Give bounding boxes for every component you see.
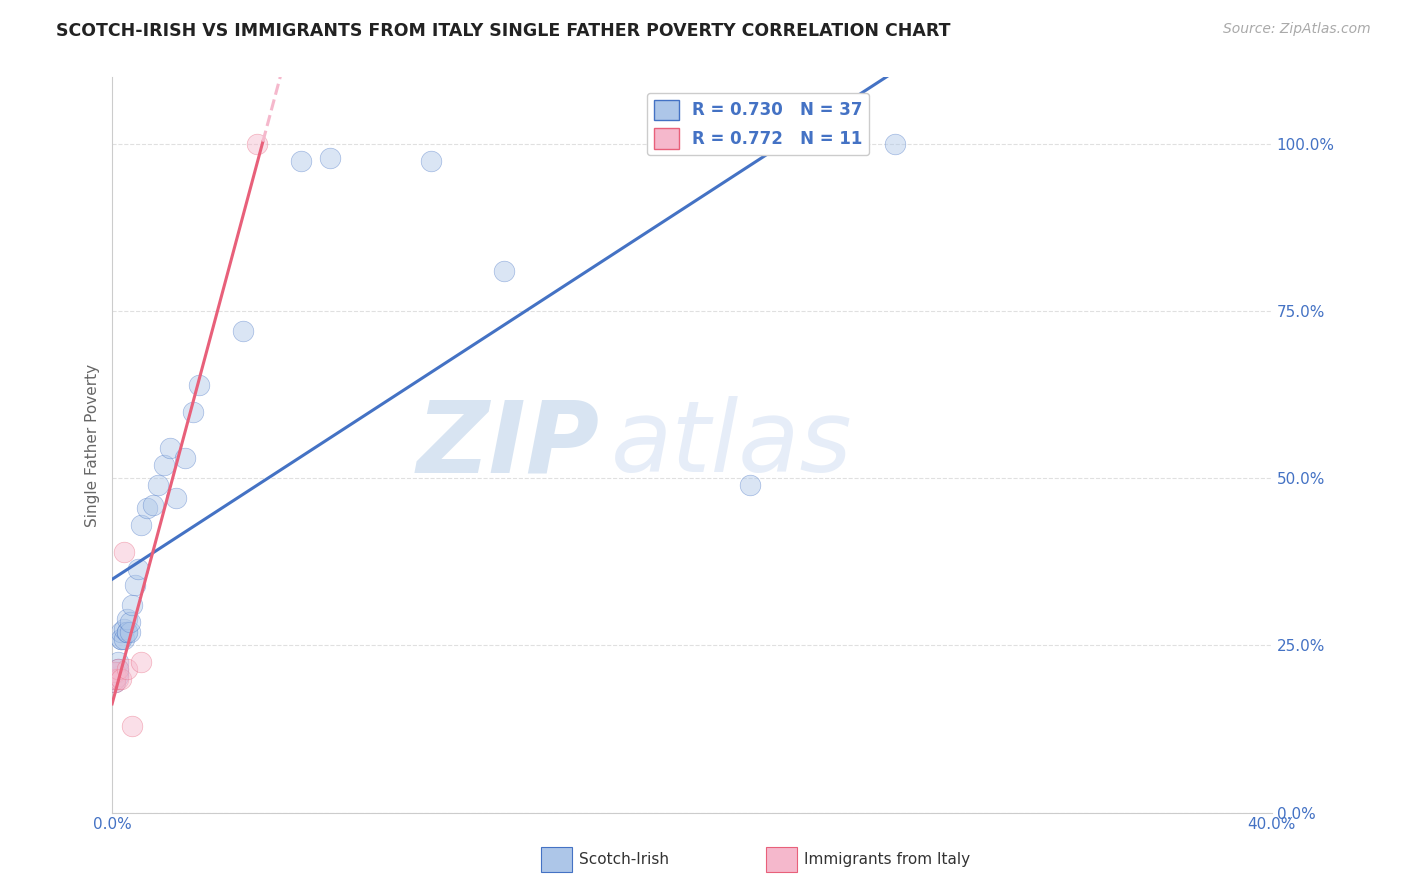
Point (318, 151, 340, 165)
Text: Immigrants from Italy: Immigrants from Italy (804, 853, 970, 867)
Point (112, 622, 135, 636)
Point (290, 153, 312, 168)
Point (112, 632, 135, 646)
Text: Scotch-Irish: Scotch-Irish (579, 853, 669, 867)
Point (129, 518, 152, 533)
Point (104, 665, 127, 680)
Point (112, 545, 135, 559)
Point (181, 404, 204, 418)
Point (159, 442, 181, 456)
Y-axis label: Single Father Poverty: Single Father Poverty (86, 363, 100, 526)
Point (492, 264, 515, 278)
Point (118, 625, 141, 640)
Point (129, 655, 152, 669)
Point (115, 662, 138, 676)
Point (110, 672, 132, 686)
Point (121, 719, 143, 733)
Point (107, 665, 129, 680)
Text: ZIP: ZIP (416, 396, 599, 493)
Point (738, 478, 761, 492)
Point (107, 672, 129, 686)
Point (115, 625, 138, 640)
Point (104, 675, 127, 690)
Point (107, 662, 129, 676)
Point (104, 672, 127, 686)
Point (148, 478, 170, 492)
Point (104, 675, 127, 690)
Point (173, 451, 195, 466)
Point (121, 599, 143, 613)
Point (107, 668, 129, 682)
Point (110, 632, 132, 646)
Point (104, 672, 127, 686)
Text: atlas: atlas (610, 396, 852, 493)
Point (127, 561, 149, 575)
Point (188, 377, 211, 392)
Point (110, 632, 132, 646)
Point (165, 491, 187, 506)
Point (118, 615, 141, 629)
Point (107, 662, 129, 676)
Point (104, 665, 127, 680)
Legend: R = 0.730   N = 37, R = 0.772   N = 11: R = 0.730 N = 37, R = 0.772 N = 11 (647, 93, 869, 155)
Point (153, 458, 176, 472)
Point (115, 625, 138, 640)
Point (135, 501, 157, 516)
Point (124, 578, 146, 592)
Text: Source: ZipAtlas.com: Source: ZipAtlas.com (1223, 22, 1371, 37)
Point (115, 612, 138, 626)
Text: SCOTCH-IRISH VS IMMIGRANTS FROM ITALY SINGLE FATHER POVERTY CORRELATION CHART: SCOTCH-IRISH VS IMMIGRANTS FROM ITALY SI… (56, 22, 950, 40)
Point (107, 655, 129, 669)
Point (246, 137, 269, 152)
Point (420, 153, 443, 168)
Point (110, 625, 132, 640)
Point (142, 498, 165, 512)
Point (884, 137, 907, 152)
Point (232, 325, 254, 339)
